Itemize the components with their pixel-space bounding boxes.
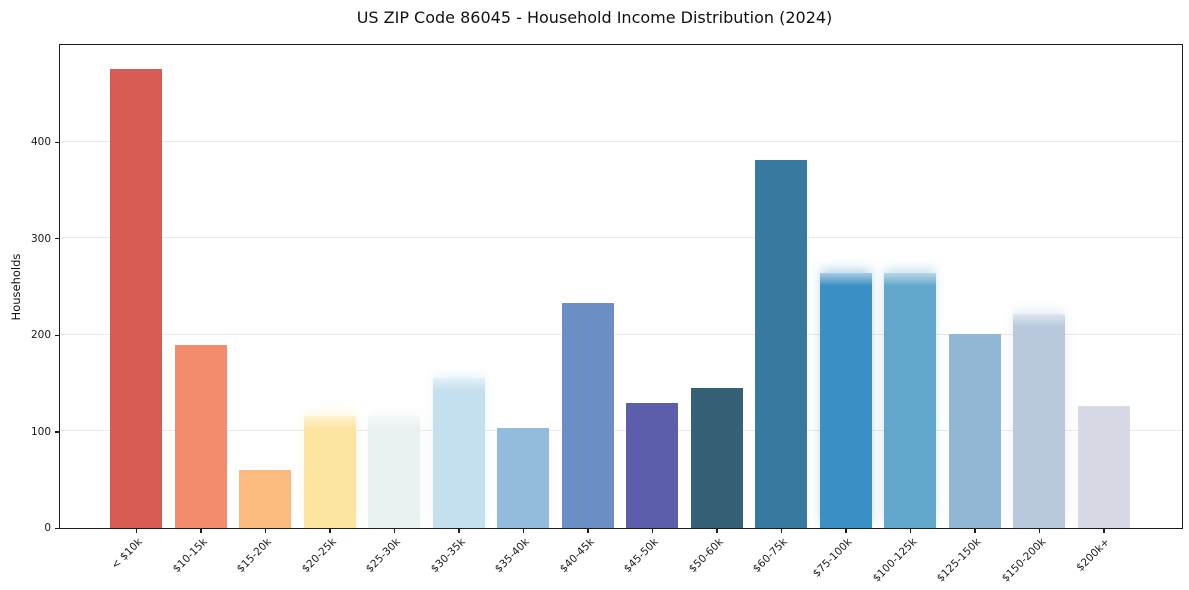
x-tick-label-$35-40k: $35-40k xyxy=(492,536,532,576)
x-tick-label-$25-30k: $25-30k xyxy=(363,536,403,576)
x-tick-mark-$15-20k xyxy=(264,528,267,534)
x-tick-mark-$60-75k xyxy=(780,528,783,534)
y-tick-label-100: 100 xyxy=(30,425,51,438)
y-tick-label-0: 0 xyxy=(44,522,51,535)
x-tick-label-$75-100k: $75-100k xyxy=(810,536,855,581)
bar-$40-45k xyxy=(561,302,614,528)
x-tick-label-$40-45k: $40-45k xyxy=(557,536,597,576)
x-tick-mark-$35-40k xyxy=(522,528,525,534)
x-tick-mark-$20-25k xyxy=(329,528,331,534)
bar-$20-25k xyxy=(303,415,356,528)
y-tick-mark-300 xyxy=(55,238,59,240)
y-tick-label-300: 300 xyxy=(30,232,51,245)
bar-$150-200k xyxy=(1013,313,1065,528)
x-tick-mark-$10-15k xyxy=(200,528,202,534)
x-tick-mark-$200k+ xyxy=(1103,528,1105,534)
x-tick-label-$200k+: $200k+ xyxy=(1074,536,1113,575)
bar-$200k+ xyxy=(1077,406,1130,528)
x-tick-mark-$40-45k xyxy=(587,528,589,534)
x-tick-mark-< $10k xyxy=(135,528,138,534)
bar-$60-75k xyxy=(755,159,807,528)
x-tick-label-$150-200k: $150-200k xyxy=(999,536,1048,585)
x-tick-mark-$150-200k xyxy=(1038,528,1041,534)
gridline-300 xyxy=(60,237,1182,239)
x-tick-label-$30-35k: $30-35k xyxy=(428,536,468,576)
bar-$75-100k xyxy=(819,272,872,528)
bar-$35-40k xyxy=(497,427,549,528)
x-tick-label-$100-125k: $100-125k xyxy=(870,536,919,585)
y-axis-label: Households xyxy=(9,253,23,321)
x-tick-mark-$75-100k xyxy=(845,528,847,534)
bar-$125-150k xyxy=(948,333,1001,528)
bar-< $10k xyxy=(110,69,162,528)
gridline-400 xyxy=(60,140,1182,142)
plot-area xyxy=(59,44,1183,529)
chart-title: US ZIP Code 86045 - Household Income Dis… xyxy=(356,8,833,27)
x-tick-mark-$50-60k xyxy=(716,528,718,534)
bar-$100-125k xyxy=(884,272,936,528)
y-tick-label-400: 400 xyxy=(30,136,51,148)
x-tick-label-$15-20k: $15-20k xyxy=(234,536,274,576)
x-tick-mark-$125-150k xyxy=(974,528,976,534)
y-tick-mark-400 xyxy=(55,141,59,143)
gridline-200 xyxy=(60,333,1182,335)
x-tick-mark-$100-125k xyxy=(909,528,912,534)
x-tick-label-$50-60k: $50-60k xyxy=(686,536,726,576)
bar-$10-15k xyxy=(174,345,227,528)
y-tick-mark-100 xyxy=(55,431,59,433)
x-tick-mark-$45-50k xyxy=(651,528,654,534)
bar-$50-60k xyxy=(690,387,743,528)
bar-$30-35k xyxy=(432,378,485,528)
x-tick-label-< $10k: < $10k xyxy=(109,536,145,572)
y-tick-mark-0 xyxy=(55,527,59,530)
bar-$25-30k xyxy=(368,415,420,528)
bar-$15-20k xyxy=(239,470,291,528)
x-tick-label-$60-75k: $60-75k xyxy=(750,536,790,576)
x-tick-label-$125-150k: $125-150k xyxy=(934,536,984,585)
x-tick-mark-$25-30k xyxy=(393,528,396,534)
y-tick-mark-200 xyxy=(55,334,59,336)
x-tick-mark-$30-35k xyxy=(458,528,460,534)
x-tick-label-$20-25k: $20-25k xyxy=(299,536,339,576)
x-tick-label-$45-50k: $45-50k xyxy=(621,536,661,576)
y-tick-label-200: 200 xyxy=(30,329,51,342)
gridline-100 xyxy=(60,430,1182,432)
bar-$45-50k xyxy=(626,403,678,528)
x-tick-label-$10-15k: $10-15k xyxy=(170,536,210,576)
